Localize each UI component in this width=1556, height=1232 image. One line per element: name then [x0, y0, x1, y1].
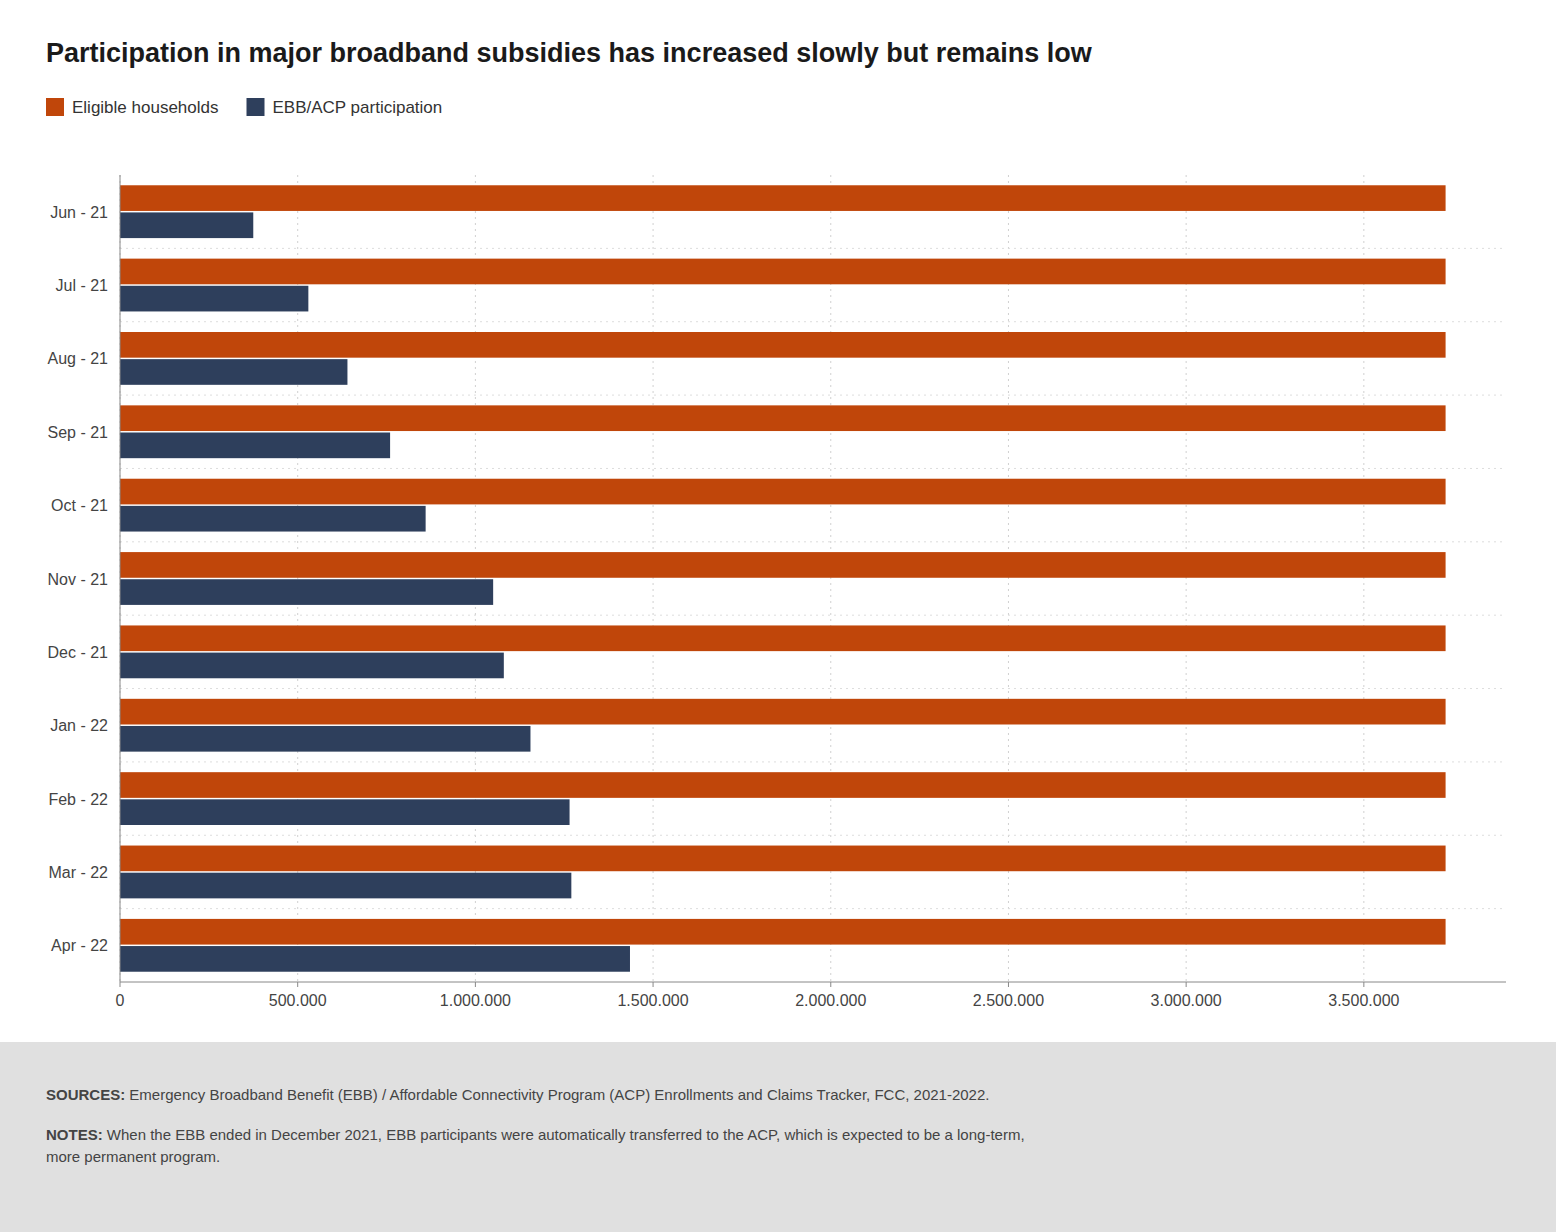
footer-note: SOURCES: Emergency Broadband Benefit (EB… [46, 1086, 989, 1103]
category-label: Mar - 22 [48, 864, 108, 881]
y-axis: Jun - 21 Jul - 21 Aug - 21 Sep - 21 Oct - 21… [48, 175, 120, 982]
category-label: Dec - 21 [48, 644, 109, 661]
tick-mark [297, 982, 298, 987]
grid [120, 175, 1506, 982]
category-label: Jan - 22 [50, 717, 108, 734]
bar [120, 579, 493, 605]
y-axis-line [120, 175, 121, 982]
footer-note: NOTES: When the EBB ended in December 20… [46, 1126, 1025, 1143]
bar [120, 286, 308, 312]
footer: SOURCES: Emergency Broadband Benefit (EB… [0, 1042, 1556, 1232]
tick-label: 2.500.000 [973, 992, 1044, 1009]
tick-mark [1363, 982, 1364, 987]
group-separator [120, 248, 1506, 249]
legend-swatch [46, 98, 64, 116]
footer-label: NOTES: [46, 1126, 103, 1143]
group-separator [120, 688, 1506, 689]
tick-mark [830, 982, 831, 987]
bar [120, 405, 1446, 431]
bar [120, 873, 571, 899]
tick-mark [653, 982, 654, 987]
legend-item: EBB/ACP participation [247, 98, 443, 117]
tick-mark [475, 982, 476, 987]
tick-label: 1.500.000 [617, 992, 688, 1009]
bar [120, 259, 1446, 285]
category-label: Sep - 21 [48, 424, 109, 441]
bar [120, 772, 1446, 798]
tick-label: 2.000.000 [795, 992, 866, 1009]
bar [120, 185, 1446, 211]
bar [120, 212, 253, 238]
background [0, 0, 1556, 1232]
group-separator [120, 615, 1506, 616]
bar [120, 433, 390, 459]
tick-label: 1.000.000 [440, 992, 511, 1009]
x-axis: 0 500.000 1.000.000 1.500.000 2.000.000 2.500… [116, 982, 1506, 1009]
bar [120, 919, 1446, 945]
bar [120, 846, 1446, 872]
category-label: Nov - 21 [48, 571, 109, 588]
category-label: Oct - 21 [51, 497, 108, 514]
group-separator [120, 321, 1506, 322]
legend-item: Eligible households [46, 98, 219, 117]
bars [120, 185, 1446, 971]
footer-panel [0, 1042, 1556, 1232]
category-label: Feb - 22 [48, 791, 108, 808]
grid-line [120, 175, 121, 982]
footer-text: When the EBB ended in December 2021, EBB… [103, 1126, 1025, 1143]
group-separator [120, 835, 1506, 836]
chart-svg: Participation in major broadband subsidi… [0, 0, 1556, 1232]
bar [120, 726, 530, 752]
bar [120, 359, 347, 385]
bar [120, 799, 570, 825]
tick-mark [120, 982, 121, 987]
legend-label: EBB/ACP participation [273, 98, 443, 117]
footer-label: SOURCES: [46, 1086, 125, 1103]
footer-text: more permanent program. [46, 1148, 220, 1165]
bar [120, 699, 1446, 725]
x-axis-line [120, 982, 1506, 983]
chart-title: Participation in major broadband subsidi… [46, 38, 1093, 68]
bar [120, 653, 504, 679]
tick-label: 3.000.000 [1151, 992, 1222, 1009]
tick-label: 0 [116, 992, 125, 1009]
tick-mark [1008, 982, 1009, 987]
bar [120, 552, 1446, 578]
tick-mark [1186, 982, 1187, 987]
bar [120, 332, 1446, 358]
category-label: Jul - 21 [56, 277, 109, 294]
bar [120, 479, 1446, 505]
group-separator [120, 541, 1506, 542]
group-separator [120, 761, 1506, 762]
group-separator [120, 395, 1506, 396]
bar [120, 946, 630, 972]
category-label: Apr - 22 [51, 937, 108, 954]
footer-text: Emergency Broadband Benefit (EBB) / Affo… [125, 1086, 989, 1103]
legend: Eligible households EBB/ACP participation [46, 98, 442, 117]
bar [120, 506, 426, 532]
chart-container: Participation in major broadband subsidi… [0, 0, 1556, 1232]
legend-label: Eligible households [72, 98, 219, 117]
tick-label: 3.500.000 [1328, 992, 1399, 1009]
group-separator [120, 468, 1506, 469]
tick-label: 500.000 [269, 992, 327, 1009]
bar [120, 625, 1446, 651]
category-label: Jun - 21 [50, 204, 108, 221]
group-separator [120, 908, 1506, 909]
category-label: Aug - 21 [48, 350, 109, 367]
legend-swatch [247, 98, 265, 116]
